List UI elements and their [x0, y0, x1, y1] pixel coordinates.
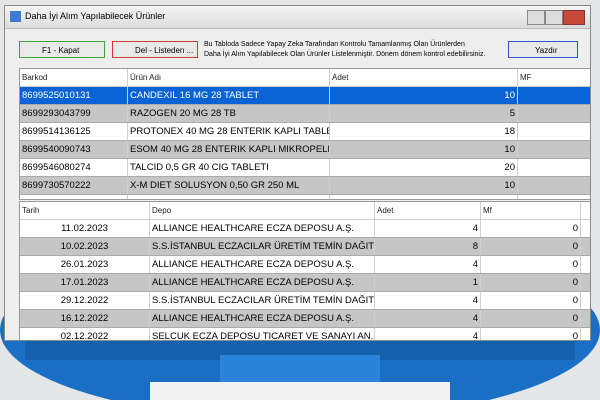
table-cell: ALLIANCE HEALTHCARE ECZA DEPOSU A.Ş. — [150, 220, 375, 237]
table-cell: 1 — [518, 177, 590, 194]
close-window-button[interactable]: F1 - Kapat — [19, 41, 105, 58]
table-cell: 4 — [375, 310, 481, 327]
info-text: Bu Tabloda Sadece Yapay Zeka Tarafından … — [204, 40, 514, 60]
table-cell: 11.02.2023 — [20, 220, 150, 237]
table-cell: 6 — [330, 195, 518, 199]
table-cell: 10 — [330, 141, 518, 158]
table-cell: 0 — [481, 328, 581, 340]
table-cell: ALLIANCE HEALTHCARE ECZA DEPOSU A.Ş. — [150, 310, 375, 327]
info-line: Bu Tabloda Sadece Yapay Zeka Tarafından … — [204, 41, 465, 48]
column-header: Barkod — [20, 69, 128, 86]
column-header: Mf — [481, 202, 581, 219]
table-cell: 1 — [518, 105, 590, 122]
table-cell: 8699540090743 — [20, 141, 128, 158]
window-title: Daha İyi Alım Yapılabilecek Ürünler — [25, 11, 166, 21]
table-cell: 1 — [518, 141, 590, 158]
table-cell: X-M DIET SOLUSYON 0,50 GR 250 ML — [128, 177, 330, 194]
table-row[interactable]: 8699578891026FAMOSEP 40 MG 30 FILM TABLE… — [20, 195, 590, 199]
table-cell: 8699293043799 — [20, 105, 128, 122]
table-cell: 20 — [330, 159, 518, 176]
table-cell: PROTONEX 40 MG 28 ENTERIK KAPLI TABLET — [128, 123, 330, 140]
table-cell: CANDEXIL 16 MG 28 TABLET — [128, 87, 330, 104]
column-header: Ürün Adı — [128, 69, 330, 86]
table-cell: SELCUK ECZA DEPOSU TICARET VE SANAYI AN.… — [150, 328, 375, 340]
table-cell: 0 — [481, 310, 581, 327]
minimize-button[interactable] — [527, 10, 545, 25]
column-header: MF — [518, 69, 590, 86]
table-cell: 8699514136125 — [20, 123, 128, 140]
table-cell: 02.12.2022 — [20, 328, 150, 340]
table-cell: RAZOGEN 20 MG 28 TB — [128, 105, 330, 122]
table-cell: 1 — [518, 87, 590, 104]
table-cell: 16.12.2022 — [20, 310, 150, 327]
table-cell: 1 — [518, 159, 590, 176]
table-cell: 17.01.2023 — [20, 274, 150, 291]
column-header: Depo — [150, 202, 375, 219]
table-cell: S.S.İSTANBUL ECZACILAR ÜRETİM TEMİN DAĞI… — [150, 292, 375, 309]
table-cell: 0 — [481, 274, 581, 291]
table-cell: 4 — [375, 292, 481, 309]
table-cell: 0 — [481, 256, 581, 273]
purchases-table: Tarih Depo Adet Mf 11.02.2023 ALLIANCE HEALTH… — [19, 201, 590, 340]
table-cell: 10 — [330, 87, 518, 104]
table-cell: 8699578891026 — [20, 195, 128, 199]
table-row[interactable]: 17.01.2023 ALLIANCE HEALTHCARE ECZA DEPOS… — [20, 274, 590, 292]
table-cell: 10 — [330, 177, 518, 194]
table-cell: ESOM 40 MG 28 ENTERIK KAPLI MIKROPELL... — [128, 141, 330, 158]
column-header: Adet — [375, 202, 481, 219]
table-cell: 1 — [518, 195, 590, 199]
table-row[interactable]: 8699546080274 TALCID 0,5 GR 40 CIG TABLET… — [20, 159, 590, 177]
table-cell: S.S.İSTANBUL ECZACILAR ÜRETİM TEMİN DAĞI… — [150, 238, 375, 255]
close-button[interactable] — [563, 10, 585, 25]
table-cell: 26.01.2023 — [20, 256, 150, 273]
remove-button[interactable]: Del - Listeden ... — [112, 41, 198, 58]
table-row[interactable]: 29.12.2022 S.S.İSTANBUL ECZACILAR ÜRETİM … — [20, 292, 590, 310]
table-row[interactable]: 11.02.2023 ALLIANCE HEALTHCARE ECZA DEPOS… — [20, 220, 590, 238]
maximize-button[interactable] — [545, 10, 563, 25]
table-cell: 10.02.2023 — [20, 238, 150, 255]
table-cell: ALLIANCE HEALTHCARE ECZA DEPOSU A.Ş. — [150, 274, 375, 291]
table-row[interactable]: 16.12.2022 ALLIANCE HEALTHCARE ECZA DEPOS… — [20, 310, 590, 328]
info-line: Daha İyi Alım Yapılabilecek Olan Ürünler… — [204, 51, 486, 58]
table-cell: 8699546080274 — [20, 159, 128, 176]
table-row[interactable]: 10.02.2023 S.S.İSTANBUL ECZACILAR ÜRETİM … — [20, 238, 590, 256]
table-cell: 5 — [330, 105, 518, 122]
window-icon — [10, 11, 21, 22]
table-cell: FAMOSEP 40 MG 30 FILM TABLET — [128, 195, 330, 199]
table-row[interactable]: 8699540090743 ESOM 40 MG 28 ENTERIK KAPLI… — [20, 141, 590, 159]
table-row[interactable]: 8699730570222 X-M DIET SOLUSYON 0,50 GR 2… — [20, 177, 590, 195]
table-cell: 4 — [375, 220, 481, 237]
column-header: Tarih — [20, 202, 150, 219]
table-cell: 4 — [375, 256, 481, 273]
table-cell: 0 — [481, 220, 581, 237]
table-cell: 29.12.2022 — [20, 292, 150, 309]
table-cell: 8 — [375, 238, 481, 255]
table-cell: 0 — [481, 238, 581, 255]
table-row[interactable]: 8699514136125 PROTONEX 40 MG 28 ENTERIK K… — [20, 123, 590, 141]
table-cell: 2 — [518, 123, 590, 140]
title-bar: Daha İyi Alım Yapılabilecek Ürünler — [5, 6, 590, 29]
table-cell: TALCID 0,5 GR 40 CIG TABLETI — [128, 159, 330, 176]
table-cell: 1 — [375, 274, 481, 291]
dialog-window: Daha İyi Alım Yapılabilecek Ürünler F1 -… — [4, 5, 591, 341]
table-row[interactable]: 26.01.2023 ALLIANCE HEALTHCARE ECZA DEPOS… — [20, 256, 590, 274]
table-cell: ALLIANCE HEALTHCARE ECZA DEPOSU A.Ş. — [150, 256, 375, 273]
table-cell: 8699730570222 — [20, 177, 128, 194]
table-cell: 8699525010131 — [20, 87, 128, 104]
column-header: Adet — [330, 69, 518, 86]
table-cell: 0 — [481, 292, 581, 309]
print-button[interactable]: Yazdır — [508, 41, 578, 58]
table-cell: 4 — [375, 328, 481, 340]
header-row: Tarih Depo Adet Mf — [20, 202, 590, 220]
table-cell: 18 — [330, 123, 518, 140]
table-row[interactable]: 02.12.2022 SELCUK ECZA DEPOSU TICARET VE … — [20, 328, 590, 340]
